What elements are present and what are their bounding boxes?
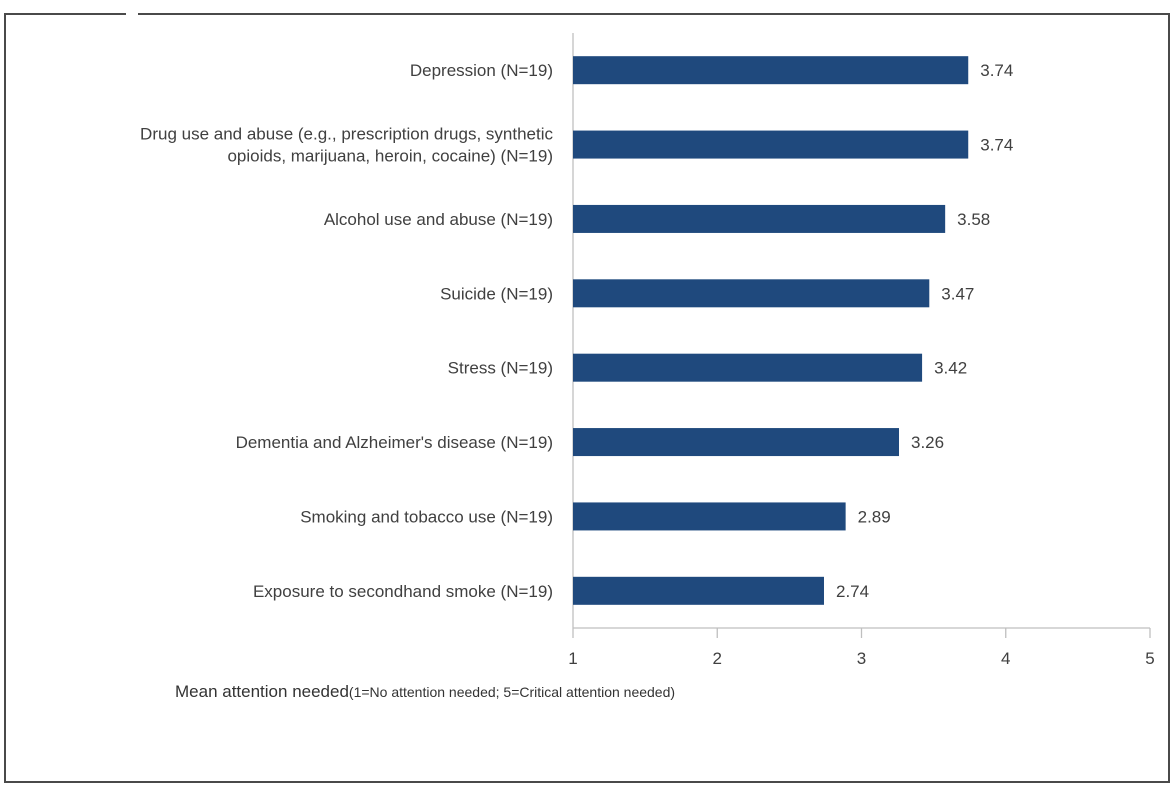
data-label: 3.42 xyxy=(934,359,967,378)
bar xyxy=(573,204,946,233)
bar xyxy=(573,130,969,159)
category-label: Alcohol use and abuse (N=19) xyxy=(324,210,553,229)
x-axis-label: Mean attention needed xyxy=(175,682,349,701)
category-label-line: Exposure to secondhand smoke (N=19) xyxy=(253,582,553,601)
data-label: 3.26 xyxy=(911,433,944,452)
category-label: Drug use and abuse (e.g., prescription d… xyxy=(140,125,553,166)
category-label-line: Stress (N=19) xyxy=(448,359,553,378)
category-label: Depression (N=19) xyxy=(410,61,553,80)
x-axis-note: (1=No attention needed; 5=Critical atten… xyxy=(348,684,676,700)
data-label: 2.74 xyxy=(836,582,869,601)
bar xyxy=(573,56,969,85)
x-tick-label: 4 xyxy=(1001,649,1010,668)
x-axis-caption: Mean attention needed(1=No attention nee… xyxy=(175,682,675,702)
category-label: Smoking and tobacco use (N=19) xyxy=(300,507,553,526)
category-label: Stress (N=19) xyxy=(448,359,553,378)
bar xyxy=(573,353,923,382)
category-label: Suicide (N=19) xyxy=(440,284,553,303)
bar-chart: 1 2 3 4 5 3.74 Depression (N=19) 3.74 Drug use a… xyxy=(140,33,1155,668)
data-label: 3.58 xyxy=(957,210,990,229)
data-label: 3.47 xyxy=(941,284,974,303)
data-label: 3.74 xyxy=(980,136,1013,155)
category-label-line: Drug use and abuse (e.g., prescription d… xyxy=(140,125,553,144)
category-label: Exposure to secondhand smoke (N=19) xyxy=(253,582,553,601)
data-label: 3.74 xyxy=(980,61,1013,80)
category-label-line: opioids, marijuana, heroin, cocaine) (N=… xyxy=(227,147,553,166)
x-tick-label: 1 xyxy=(568,649,577,668)
x-tick-label: 3 xyxy=(857,649,866,668)
x-tick-label: 5 xyxy=(1145,649,1154,668)
category-label-line: Smoking and tobacco use (N=19) xyxy=(300,507,553,526)
data-label: 2.89 xyxy=(858,507,891,526)
bar xyxy=(573,428,900,457)
x-tick-label: 2 xyxy=(713,649,722,668)
bar xyxy=(573,576,824,605)
bar xyxy=(573,502,846,531)
bar xyxy=(573,279,930,308)
category-label-line: Suicide (N=19) xyxy=(440,284,553,303)
category-label-line: Dementia and Alzheimer's disease (N=19) xyxy=(236,433,553,452)
category-label-line: Alcohol use and abuse (N=19) xyxy=(324,210,553,229)
category-label-line: Depression (N=19) xyxy=(410,61,553,80)
category-label: Dementia and Alzheimer's disease (N=19) xyxy=(236,433,553,452)
partial-title-cut-off xyxy=(126,3,138,25)
chart-frame: 1 2 3 4 5 3.74 Depression (N=19) 3.74 Drug use a… xyxy=(4,3,1170,783)
